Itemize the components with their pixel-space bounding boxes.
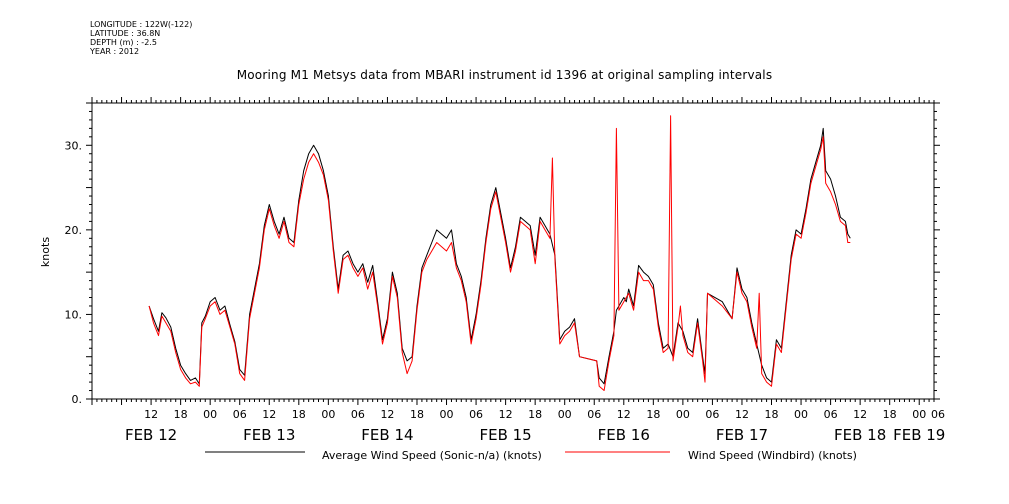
x-hour-label: 00 [440,408,454,421]
x-hour-label: 12 [262,408,276,421]
x-hour-label: 06 [587,408,601,421]
longitude-text: LONGITUDE : 122W(-122) [90,20,193,29]
legend-label: Wind Speed (Windbird) (knots) [688,449,857,462]
x-hour-label: 06 [705,408,719,421]
x-hour-label: 06 [469,408,483,421]
x-hour-label: 06 [824,408,838,421]
x-day-label: FEB 17 [716,426,768,444]
metadata-block: LONGITUDE : 122W(-122) LATITUDE : 36.8N … [90,20,192,56]
x-hour-label: 00 [912,408,926,421]
y-tick-label: 0. [72,393,83,406]
series-line-windbird-wind-speed [148,115,851,391]
y-axis: 0. 10. 20. 30. [65,102,940,406]
x-day-label: FEB 18 [834,426,886,444]
x-day-label: FEB 15 [479,426,531,444]
legend: Average Wind Speed (Sonic-n/a) (knots) Wi… [205,449,857,462]
x-day-label: FEB 12 [125,426,177,444]
plot-frame [91,102,935,400]
x-hour-label: 12 [617,408,631,421]
year-text: YEAR : 2012 [90,47,140,56]
x-hour-label: 12 [380,408,394,421]
x-day-label: FEB 13 [243,426,295,444]
latitude-text: LATITUDE : 36.8N [90,29,161,38]
series-layer [148,115,851,391]
x-axis: 12 18 00 06 12 18 00 06 12 18 00 06 12 18 00 06 12 18 00 06… [91,97,945,444]
x-hour-label: 18 [883,408,897,421]
x-hour-label: 00 [794,408,808,421]
x-day-label: FEB 14 [361,426,413,444]
x-hour-label: 06 [351,408,365,421]
x-hour-label: 18 [646,408,660,421]
y-tick-label: 10. [65,308,83,321]
x-hour-label: 18 [174,408,188,421]
legend-label: Average Wind Speed (Sonic-n/a) (knots) [322,449,542,462]
x-hour-label: 06 [233,408,247,421]
x-hour-label: 00 [676,408,690,421]
x-hour-label: 00 [321,408,335,421]
x-hour-label: 18 [765,408,779,421]
x-hour-label: 12 [144,408,158,421]
x-hour-label: 18 [292,408,306,421]
x-hour-label: 18 [528,408,542,421]
x-hour-label: 00 [203,408,217,421]
x-hour-label: 00 [558,408,572,421]
x-hour-label: 12 [853,408,867,421]
y-tick-label: 30. [65,139,83,152]
x-day-label: FEB 19 [893,426,945,444]
chart-title: Mooring M1 Metsys data from MBARI instru… [236,68,773,82]
x-hour-label: 06 [931,408,945,421]
depth-text: DEPTH (m) : -2.5 [90,38,157,47]
x-hour-label: 18 [410,408,424,421]
x-hour-label: 12 [735,408,749,421]
x-day-label: FEB 16 [598,426,650,444]
y-tick-label: 20. [65,224,83,237]
x-hour-label: 12 [499,408,513,421]
series-line-average-wind-speed [148,127,851,385]
y-axis-label: knots [39,237,52,267]
